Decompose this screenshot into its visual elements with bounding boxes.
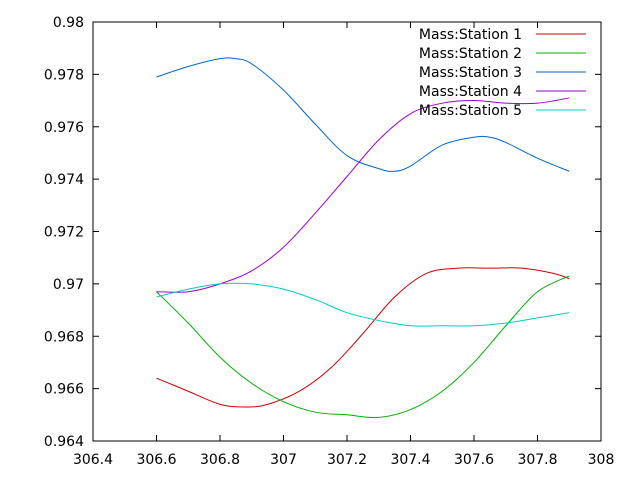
x-tick-label: 307 (270, 452, 297, 468)
series-line-station-3 (156, 57, 570, 172)
y-tick-label: 0.97 (53, 277, 84, 293)
x-tick-label: 307.8 (517, 452, 557, 468)
x-axis: 306.4 306.6 306.8 307 307.2 307.4 307.6 307.8 30… (73, 22, 614, 468)
y-tick-label: 0.964 (44, 434, 84, 450)
y-tick-label: 0.976 (44, 120, 84, 136)
y-tick-label: 0.966 (44, 382, 84, 398)
y-tick-label: 0.978 (44, 67, 84, 83)
series-line-station-5 (156, 282, 570, 327)
legend-label-station-2: Mass:Station 2 (419, 46, 522, 62)
plot-border (92, 21, 602, 442)
legend: Mass:Station 1 Mass:Station 2 Mass:Station… (419, 27, 586, 119)
y-tick-label: 0.972 (44, 225, 84, 241)
series-line-station-4 (156, 97, 570, 293)
legend-label-station-3: Mass:Station 3 (419, 65, 522, 81)
plot-frame (92, 21, 602, 442)
legend-label-station-1: Mass:Station 1 (419, 27, 522, 43)
x-tick-label: 307.6 (454, 452, 494, 468)
series-line-station-2 (156, 275, 570, 419)
legend-label-station-4: Mass:Station 4 (419, 84, 522, 100)
x-tick-label: 307.4 (390, 452, 430, 468)
y-tick-label: 0.974 (44, 172, 84, 188)
y-axis: 0.964 0.966 0.968 0.97 0.972 0.974 0.976 0.978 0… (44, 15, 601, 450)
x-tick-label: 306.4 (73, 452, 113, 468)
y-tick-label: 0.98 (53, 15, 84, 31)
series-line-station-1 (156, 267, 570, 408)
y-tick-label: 0.968 (44, 329, 84, 345)
x-tick-label: 306.8 (200, 452, 240, 468)
x-tick-label: 306.6 (136, 452, 176, 468)
legend-label-station-5: Mass:Station 5 (419, 103, 522, 119)
series-lines (156, 57, 570, 419)
x-tick-label: 307.2 (327, 452, 367, 468)
x-tick-label: 308 (588, 452, 615, 468)
